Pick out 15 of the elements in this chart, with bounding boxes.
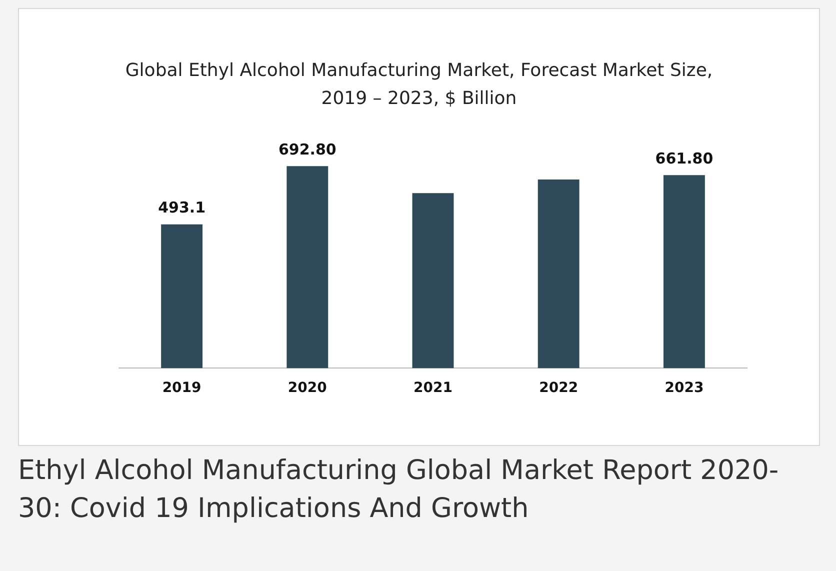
bar [663, 175, 705, 368]
data-label: 493.1 [158, 198, 206, 217]
x-tick-label: 2021 [414, 380, 452, 396]
bar [538, 179, 580, 368]
bar [161, 224, 203, 368]
x-tick-label: 2019 [162, 380, 202, 396]
x-tick-label: 2022 [539, 380, 578, 396]
text: Ethyl Alcohol Manufacturing Global Market Report 2020-30: Covid 19 Implications And Growth [18, 454, 780, 526]
bar [412, 193, 454, 368]
bar [286, 166, 328, 368]
x-tick-label: 2023 [664, 380, 704, 396]
chart-title: Global Ethyl Alcohol Manufacturing Market, Forecast Market Size, 2019 – 2023, $ Billion [124, 59, 714, 111]
x-tick-label: 2020 [288, 380, 328, 396]
data-label: 661.80 [655, 150, 714, 168]
data-label: 692.80 [278, 140, 336, 158]
